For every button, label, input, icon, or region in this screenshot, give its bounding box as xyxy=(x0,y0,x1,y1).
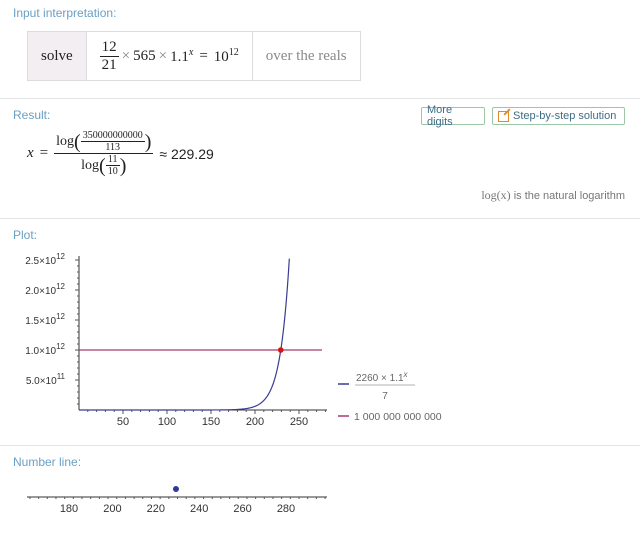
x-tick-label: 150 xyxy=(202,416,220,428)
number-line-tick-label: 180 xyxy=(60,503,78,515)
number-line-tick-label: 220 xyxy=(147,503,165,515)
input-interpretation-title: Input interpretation: xyxy=(13,6,117,20)
solve-label: solve xyxy=(28,32,87,80)
number-line-title: Number line: xyxy=(13,455,82,469)
legend-label-constant: 1 000 000 000 000 xyxy=(354,411,442,423)
intersection-point xyxy=(277,347,284,353)
legend-label-exponential: 2260 × 1.1x xyxy=(356,370,409,384)
domain-label: over the reals xyxy=(265,47,347,64)
y-tick-label: 1.5×1012 xyxy=(25,312,65,327)
plot-chart: 50 100 150 200 250 5.0×1011 1.0×1012 1.5×1012 2.… xyxy=(25,252,442,428)
number-line-tick-label: 260 xyxy=(233,503,251,515)
number-line-tick-label: 240 xyxy=(190,503,208,515)
y-tick-label: 2.0×1012 xyxy=(25,282,65,297)
edit-icon xyxy=(498,110,509,122)
result-title: Result: xyxy=(13,108,51,122)
series-exponential-line xyxy=(79,258,290,411)
number-line-tick-label: 200 xyxy=(103,503,121,515)
plot-title: Plot: xyxy=(13,228,38,242)
step-by-step-button[interactable]: Step-by-step solution xyxy=(492,107,625,125)
number-line-point xyxy=(172,486,179,492)
x-tick-label: 50 xyxy=(117,416,129,428)
fraction-12-21: 12 21 xyxy=(99,39,119,73)
more-digits-button[interactable]: More digits xyxy=(421,104,485,128)
number-line: 180 200 220 240 260 280 xyxy=(27,486,327,515)
approx-value: ≈ 229.29 xyxy=(159,145,214,162)
number-line-tick-label: 280 xyxy=(277,503,295,515)
equation: 12 21 × 565 × 1.1x = 1012 xyxy=(87,32,253,80)
result-expression: x = log ( 350000000000 113 ) log ( 11 10… xyxy=(27,130,214,177)
x-tick-label: 200 xyxy=(246,416,264,428)
x-tick-label: 100 xyxy=(158,416,176,428)
legend-label-denominator: 7 xyxy=(382,391,388,402)
log-note: log(x) is the natural logarithm xyxy=(481,188,625,202)
x-tick-label: 250 xyxy=(290,416,308,428)
y-tick-label: 2.5×1012 xyxy=(25,252,65,267)
y-tick-label: 1.0×1012 xyxy=(25,342,65,357)
y-tick-label: 5.0×1011 xyxy=(26,372,66,387)
input-interpretation-box: solve 12 21 × 565 × 1.1x = 1012 over the… xyxy=(27,31,361,81)
